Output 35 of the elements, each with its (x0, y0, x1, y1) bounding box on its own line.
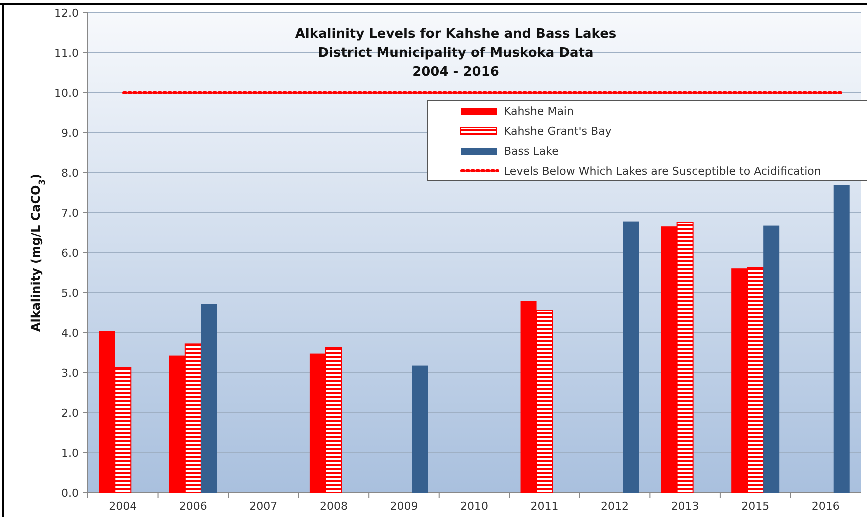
x-tick-label: 2009 (390, 500, 418, 513)
text: Alkalinity Levels for Kahshe and Bass Lakes (295, 27, 617, 42)
x-tick-label: 2004 (109, 500, 138, 513)
x-tick-label: 2008 (320, 500, 348, 513)
text: District Municipality of Muskoka Data 2004 - 2016 (318, 46, 594, 80)
x-tick-label: 2011 (530, 500, 559, 513)
legend-label: Levels Below Which Lakes are Susceptible to Acidification (504, 164, 822, 178)
bar (412, 366, 428, 493)
x-tick-label: 2007 (250, 500, 278, 513)
legend-label: Kahshe Grant's Bay (504, 124, 612, 138)
bar (623, 222, 640, 493)
x-tick-label: 2015 (742, 500, 770, 513)
y-tick-label: 5.0 (62, 286, 79, 300)
legend-label: Kahshe Main (504, 104, 574, 118)
y-tick-label: 12.0 (54, 6, 79, 20)
legend-label: Bass Lake (504, 144, 560, 158)
x-tick-label: 2013 (671, 500, 700, 513)
y-tick-label: 0.0 (62, 486, 79, 500)
bar (834, 185, 850, 493)
y-tick-label: 10.0 (54, 86, 79, 100)
x-tick-label: 2016 (812, 500, 840, 513)
bar (764, 226, 780, 493)
bar (201, 304, 218, 493)
y-tick-label: 6.0 (62, 246, 79, 260)
x-tick-label: 2010 (460, 500, 488, 513)
y-tick-label: 1.0 (62, 446, 79, 460)
x-tick-label: 2012 (601, 500, 630, 513)
y-tick-label: 9.0 (62, 126, 79, 140)
x-tick-label: 2006 (179, 500, 208, 513)
y-tick-label: 2.0 (62, 406, 79, 420)
y-tick-label: 3.0 (62, 366, 79, 380)
y-tick-label: 8.0 (62, 166, 79, 180)
y-tick-label: 7.0 (62, 206, 79, 220)
y-tick-label: 11.0 (54, 46, 79, 60)
y-tick-label: 4.0 (62, 326, 79, 340)
